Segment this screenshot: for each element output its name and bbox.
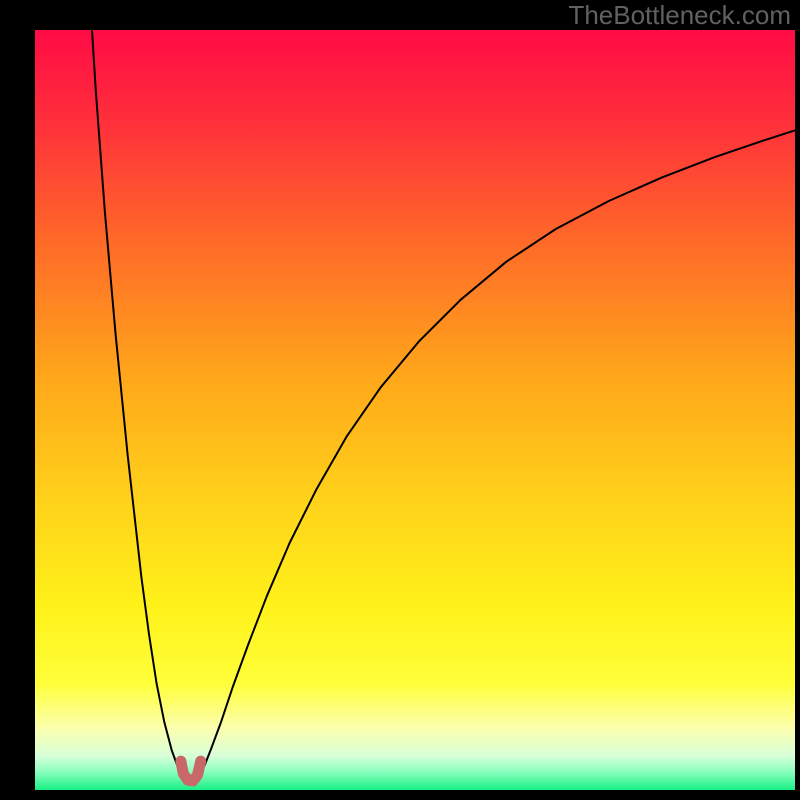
watermark-text: TheBottleneck.com <box>568 0 791 31</box>
bottleneck-chart <box>35 30 795 790</box>
figure-root: TheBottleneck.com <box>0 0 800 800</box>
gradient-background <box>35 30 795 790</box>
